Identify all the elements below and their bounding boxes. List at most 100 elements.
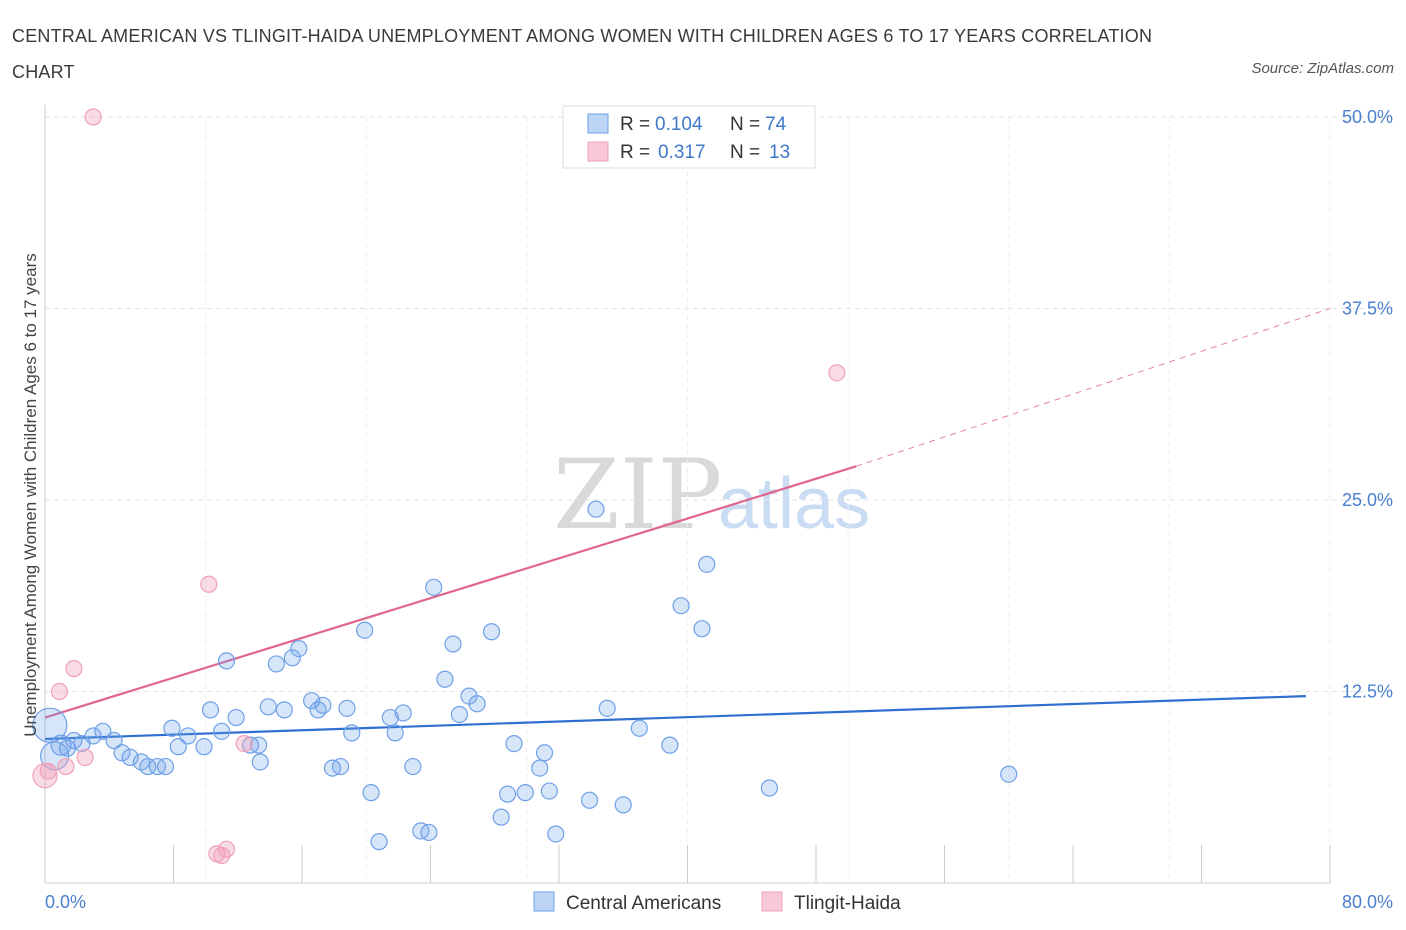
tick-labels: 12.5% 25.0% 37.5% 50.0% 0.0% 80.0%: [45, 107, 1393, 912]
central-americans-point: [547, 825, 565, 843]
watermark-zip: ZIP: [553, 439, 722, 551]
tlingit-haida-point: [76, 748, 94, 766]
y-tick-label: 12.5%: [1342, 682, 1393, 702]
axes: [44, 105, 1331, 884]
central-americans-point: [1000, 765, 1018, 783]
central-americans-point: [283, 649, 301, 667]
y-axis-label: Unemployment Among Women with Children A…: [21, 253, 40, 737]
central-americans-point: [169, 738, 187, 756]
trend-lines: [44, 308, 1331, 741]
central-americans-point: [630, 719, 648, 737]
tlingit-haida-point: [32, 763, 58, 789]
central-americans-point: [331, 757, 350, 776]
bottom-legend-tlingit-haida: Tlingit-Haida: [794, 893, 901, 914]
bottom-legend-central-americans: Central Americans: [566, 893, 721, 914]
central-americans-point: [121, 748, 139, 766]
chart-source: Source: ZipAtlas.com: [1251, 60, 1394, 77]
central-americans-point: [404, 757, 422, 776]
tlingit-haida-point: [57, 757, 75, 776]
tlingit-haida-point: [200, 575, 218, 593]
central-americans-point: [531, 759, 549, 777]
central-americans-point: [468, 695, 486, 713]
legend-n-value-1: 74: [765, 114, 787, 135]
central-americans-point: [444, 635, 462, 653]
central-americans-point: [113, 744, 131, 762]
y-tick-label: 25.0%: [1342, 490, 1393, 510]
central-americans-point: [505, 734, 523, 753]
central-americans-point: [84, 727, 102, 745]
central-americans-point: [303, 692, 321, 710]
legend-r-value-1: 0.104: [655, 114, 703, 135]
x-tick-label-max: 80.0%: [1342, 892, 1393, 912]
x-tick-label-min: 0.0%: [45, 892, 86, 912]
central-americans-point: [356, 621, 374, 639]
legend-swatch-central-americans: [587, 113, 609, 134]
legend-r-label-1: R =: [620, 114, 650, 135]
central-americans-point: [580, 791, 599, 809]
central-americans-point: [201, 701, 220, 719]
central-americans-point: [760, 779, 779, 797]
central-americans-point: [499, 785, 517, 803]
central-americans-point: [343, 724, 361, 742]
central-americans-point: [314, 696, 332, 714]
central-americans-point: [338, 699, 356, 717]
central-americans-point: [227, 708, 245, 727]
central-americans-point: [251, 753, 269, 771]
central-americans-point: [362, 784, 380, 802]
central-americans-point: [179, 727, 197, 745]
tlingit-haida-point: [50, 682, 69, 701]
central-americans-point: [614, 796, 632, 814]
tlingit-haida-point: [235, 734, 253, 753]
tlingit-haida-point: [84, 108, 102, 126]
central-americans-point: [535, 744, 554, 762]
central-americans-point: [598, 699, 616, 717]
correlation-legend: R = 0.104 N = 74 R = 0.317 N = 13: [562, 105, 816, 169]
legend-r-label-2: R =: [620, 142, 650, 163]
central-americans-point: [516, 784, 534, 802]
central-americans-point: [425, 578, 443, 596]
legend-n-label-1: N =: [730, 114, 760, 135]
tlingit-haida-point: [828, 364, 846, 382]
central-americans-point: [420, 823, 438, 842]
central-americans-point: [290, 640, 308, 658]
grid-lines: [45, 116, 1393, 883]
y-tick-label: 37.5%: [1342, 299, 1393, 319]
central-americans-point: [482, 623, 501, 641]
legend-swatch-tlingit-haida: [587, 141, 609, 162]
data-points: [32, 108, 1018, 865]
central-americans-point: [213, 722, 231, 740]
central-americans-trend-line: [44, 694, 1306, 741]
central-americans-point: [661, 736, 679, 754]
tlingit-haida-point: [65, 659, 83, 678]
central-americans-point: [436, 670, 454, 688]
central-americans-point: [195, 738, 213, 756]
central-americans-point: [693, 620, 711, 638]
central-americans-point: [156, 757, 175, 776]
watermark-atlas: atlas: [718, 464, 870, 544]
central-americans-point: [250, 736, 268, 754]
central-americans-point: [587, 500, 605, 518]
tlingit-haida-trend-line: [44, 465, 857, 719]
central-americans-point: [370, 833, 388, 851]
chart-title: CENTRAL AMERICAN VS TLINGIT-HAIDA UNEMPL…: [12, 26, 1153, 82]
legend-n-label-2: N =: [730, 142, 760, 163]
central-americans-point: [163, 719, 181, 737]
central-americans-point: [105, 731, 123, 750]
bottom-legend-swatch-central-americans: [533, 891, 555, 912]
legend-r-value-2: 0.317: [658, 142, 706, 163]
bottom-legend-swatch-tlingit-haida: [761, 891, 783, 912]
series-legend: Central Americans Tlingit-Haida: [533, 891, 901, 914]
central-americans-point: [698, 555, 716, 573]
central-americans-point: [259, 698, 277, 716]
central-americans-point: [309, 701, 327, 719]
y-tick-label: 50.0%: [1342, 107, 1393, 127]
central-americans-point: [492, 808, 510, 826]
central-americans-point: [267, 655, 285, 673]
central-americans-point: [381, 708, 399, 727]
tlingit-haida-point: [217, 840, 236, 858]
legend-n-value-2: 13: [769, 142, 790, 163]
central-americans-point: [394, 704, 412, 722]
central-americans-point: [94, 722, 112, 740]
central-americans-point: [217, 652, 236, 670]
